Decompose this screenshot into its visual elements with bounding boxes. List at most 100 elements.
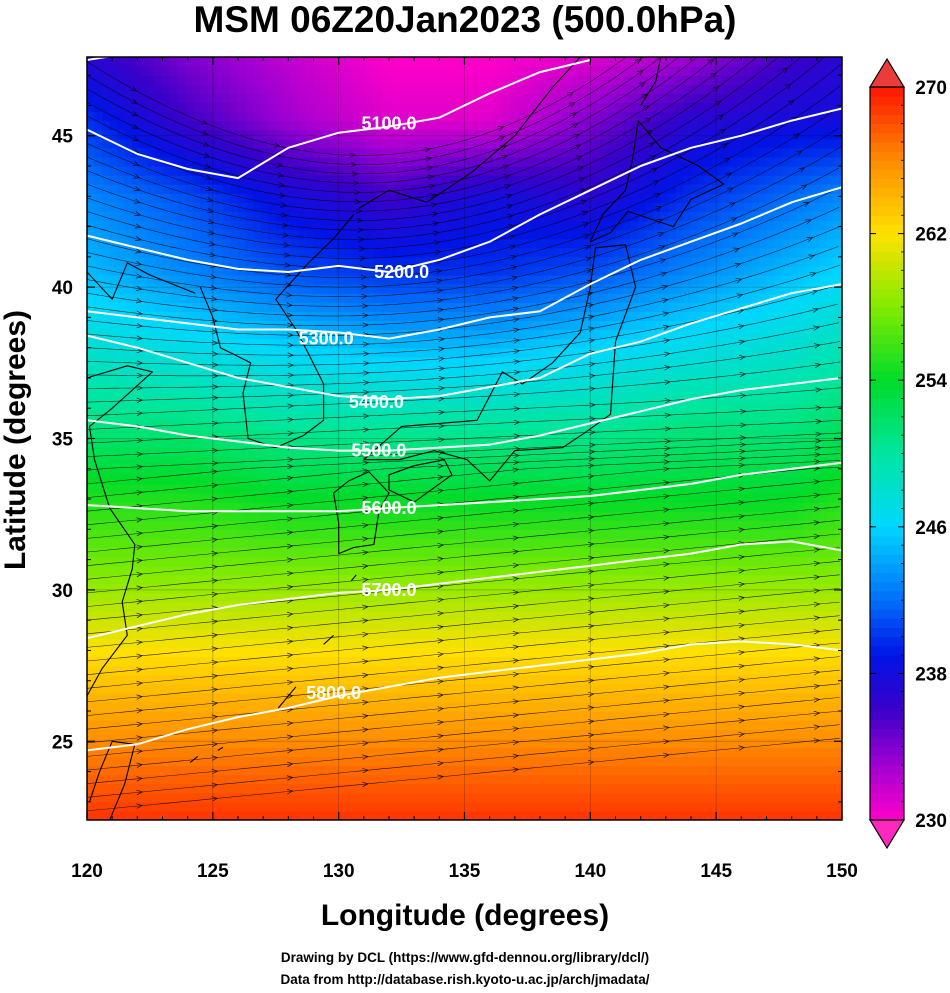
field-cell	[396, 629, 405, 639]
field-cell	[449, 783, 458, 794]
field-cell	[524, 801, 534, 812]
field-cell	[577, 411, 586, 421]
field-cell	[758, 747, 768, 758]
field-cell	[675, 474, 685, 485]
field-cell	[683, 711, 692, 721]
field-cell	[449, 493, 458, 503]
field-cell	[721, 720, 730, 730]
field-cell	[736, 374, 745, 385]
field-cell	[336, 611, 345, 621]
field-cell	[389, 602, 398, 612]
field-cell	[615, 547, 624, 558]
field-cell	[630, 756, 639, 767]
field-cell	[804, 538, 813, 549]
field-cell	[87, 720, 96, 730]
field-cell	[94, 556, 103, 567]
field-cell	[540, 493, 549, 503]
field-cell	[819, 411, 828, 421]
field-cell	[834, 774, 842, 785]
field-cell	[411, 810, 420, 820]
field-cell	[826, 474, 836, 485]
field-cell	[789, 420, 798, 431]
field-cell	[487, 747, 496, 758]
field-cell	[570, 638, 579, 649]
field-cell	[222, 438, 232, 449]
field-cell	[691, 647, 700, 658]
field-cell	[713, 729, 722, 739]
field-cell	[668, 729, 677, 739]
field-cell	[638, 429, 647, 440]
field-cell	[434, 629, 443, 639]
field-cell	[124, 783, 133, 794]
field-cell	[728, 683, 737, 694]
field-cell	[177, 801, 186, 812]
field-cell	[102, 538, 111, 549]
field-cell	[743, 656, 752, 667]
field-cell	[275, 574, 284, 585]
field-cell	[721, 420, 730, 431]
field-cell	[562, 565, 571, 576]
field-cell	[668, 656, 677, 667]
field-cell	[487, 384, 496, 394]
field-cell	[615, 683, 624, 694]
field-cell	[404, 420, 413, 431]
field-cell	[615, 465, 624, 476]
field-cell	[691, 683, 700, 694]
field-cell	[245, 729, 254, 739]
field-cell	[200, 792, 209, 803]
field-cell	[200, 665, 209, 676]
field-cell	[464, 502, 473, 512]
field-cell	[600, 429, 609, 440]
field-cell	[117, 720, 126, 730]
field-cell	[638, 738, 647, 748]
field-cell	[774, 529, 783, 540]
field-cell	[230, 493, 239, 503]
field-cell	[615, 456, 624, 467]
field-cell	[147, 520, 156, 530]
field-cell	[396, 774, 405, 785]
field-cell	[464, 465, 473, 476]
field-cell	[502, 729, 511, 739]
field-cell	[328, 411, 337, 421]
field-cell	[192, 511, 201, 521]
field-cell	[615, 365, 624, 376]
field-cell	[373, 674, 383, 685]
field-cell	[774, 792, 783, 803]
field-cell	[419, 611, 428, 621]
field-cell	[570, 756, 579, 767]
field-cell	[494, 592, 503, 603]
field-cell	[358, 565, 367, 576]
field-cell	[260, 474, 269, 485]
field-cell	[577, 529, 586, 540]
field-cell	[811, 493, 820, 503]
field-cell	[789, 765, 798, 776]
field-cell	[109, 474, 118, 485]
field-cell	[509, 502, 518, 512]
field-cell	[109, 592, 118, 603]
field-cell	[743, 756, 752, 767]
field-cell	[826, 583, 836, 594]
field-cell	[411, 656, 420, 667]
field-cell	[215, 792, 224, 803]
field-cell	[532, 765, 541, 776]
field-cell	[170, 365, 179, 376]
field-cell	[570, 611, 579, 621]
field-cell	[796, 701, 805, 712]
field-cell	[487, 365, 496, 376]
field-cell	[540, 738, 549, 748]
field-cell	[117, 711, 126, 721]
field-cell	[192, 592, 201, 603]
field-cell	[404, 447, 413, 458]
field-cell	[819, 402, 828, 412]
field-cell	[336, 683, 345, 694]
field-cell	[472, 511, 481, 521]
field-cell	[124, 411, 133, 421]
field-cell	[132, 801, 141, 812]
field-cell	[207, 465, 216, 476]
field-cell	[524, 783, 534, 794]
field-cell	[321, 611, 330, 621]
field-cell	[517, 711, 526, 721]
field-cell	[441, 765, 450, 776]
field-cell	[638, 611, 647, 621]
field-cell	[683, 656, 692, 667]
